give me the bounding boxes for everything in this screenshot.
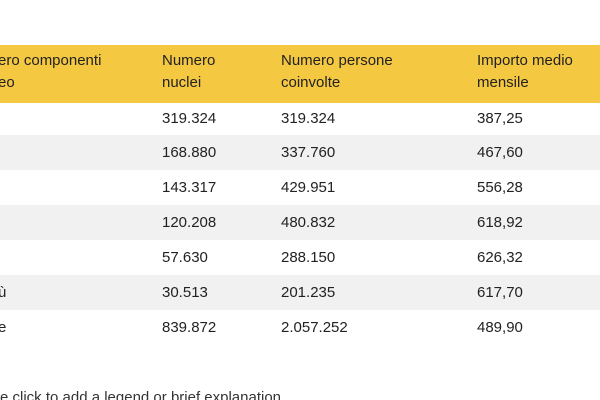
table-cell: 489,90 [477, 318, 523, 336]
table-cell: 617,70 [477, 283, 523, 301]
table-cell: 2.057.252 [281, 318, 348, 336]
header-cell: Numero persone coinvolte [281, 52, 393, 91]
header-row [0, 45, 600, 103]
header-cell: Numero nuclei [162, 52, 216, 91]
table-cell: 429.951 [281, 178, 336, 196]
header-cell: Importo medio mensile [477, 52, 573, 91]
table-cell: 30.513 [162, 283, 208, 301]
table-cell: 319.324 [281, 110, 336, 127]
table-row [0, 275, 600, 310]
table-cell: 387,25 [477, 110, 523, 127]
header-cell: ero componenti eo [0, 52, 102, 91]
table-cell: 120.208 [162, 213, 217, 231]
table-cell: 201.235 [281, 283, 336, 301]
table-cell: 467,60 [477, 143, 523, 161]
table-cell: 57.630 [162, 248, 208, 266]
table-cell: 143.317 [162, 178, 217, 196]
table-cell: 618,92 [477, 213, 523, 231]
table-row [0, 135, 600, 170]
table-cell: ù [0, 283, 7, 301]
table-cell: 319.324 [162, 110, 217, 127]
caption[interactable]: e click to add a legend or brief explana… [0, 389, 282, 400]
table-cell: 626,32 [477, 248, 523, 266]
table-cell: 839.872 [162, 318, 217, 336]
table-cell: 480.832 [281, 213, 336, 231]
table-cell: 288.150 [281, 248, 336, 266]
table-row [0, 205, 600, 240]
table-cell: 337.760 [281, 143, 336, 161]
table-cell: e [0, 318, 7, 336]
table-cell: 168.880 [162, 143, 217, 161]
table-cell: 556,28 [477, 178, 523, 196]
